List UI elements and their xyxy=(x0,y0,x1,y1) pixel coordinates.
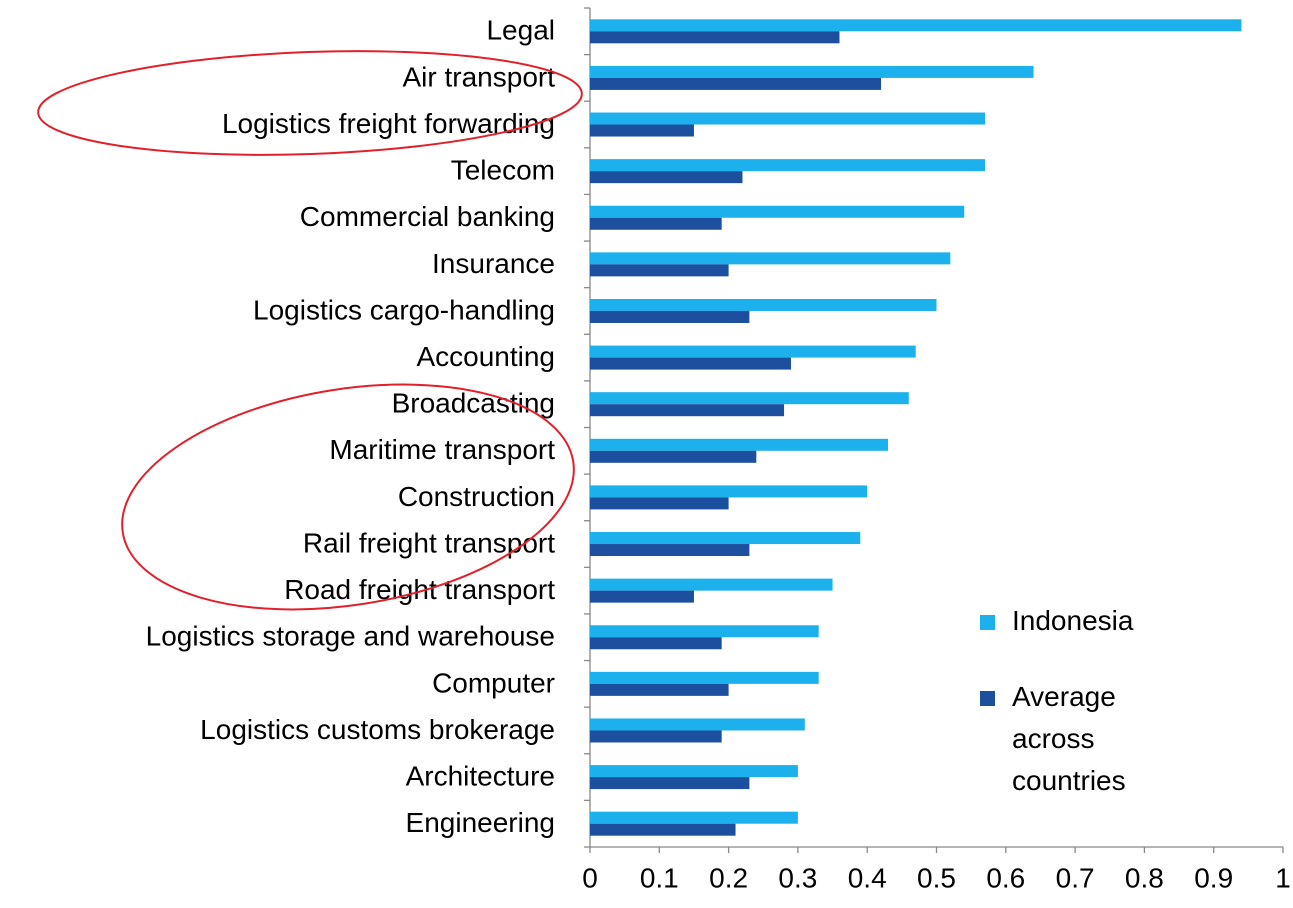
legend-label: Average across countries xyxy=(1012,681,1126,796)
y-tick-label: Logistics storage and warehouse xyxy=(146,621,555,652)
bar xyxy=(590,252,951,265)
bar xyxy=(590,450,757,463)
y-tick-label: Rail freight transport xyxy=(303,527,555,558)
x-tick-label: 0.3 xyxy=(778,862,817,893)
bar xyxy=(590,205,965,218)
bar xyxy=(590,683,729,696)
legend: Indonesia Average across countries xyxy=(978,600,1288,836)
bar xyxy=(590,404,785,417)
bar xyxy=(590,217,722,230)
bar xyxy=(590,124,694,137)
y-tick-label: Road freight transport xyxy=(284,574,555,605)
y-tick-label: Commercial banking xyxy=(300,201,555,232)
bar xyxy=(590,310,750,323)
x-tick-label: 0.1 xyxy=(640,862,679,893)
y-tick-label: Logistics freight forwarding xyxy=(222,108,555,139)
bar xyxy=(590,392,909,405)
legend-swatch xyxy=(980,691,995,706)
legend-item: Average across countries xyxy=(978,676,1288,802)
bar xyxy=(590,823,736,836)
legend-label: Indonesia xyxy=(1012,605,1134,636)
bar xyxy=(590,777,750,790)
x-tick-label: 0.8 xyxy=(1125,862,1164,893)
bar xyxy=(590,578,833,591)
y-tick-label: Accounting xyxy=(416,341,555,372)
y-tick-label: Engineering xyxy=(406,807,555,838)
bar xyxy=(590,159,986,172)
bar xyxy=(590,637,722,650)
y-tick-label: Logistics customs brokerage xyxy=(200,714,555,745)
y-tick-label: Construction xyxy=(398,481,555,512)
bar xyxy=(590,532,861,545)
legend-swatch xyxy=(980,615,995,630)
x-tick-label: 1 xyxy=(1275,862,1291,893)
bar xyxy=(590,730,722,743)
y-tick-label: Legal xyxy=(486,15,555,46)
bar xyxy=(590,671,819,684)
y-tick-label: Insurance xyxy=(432,248,555,279)
y-tick-label: Computer xyxy=(432,667,555,698)
bar xyxy=(590,298,937,311)
highlight-ellipse xyxy=(121,383,575,611)
bar xyxy=(590,357,791,370)
bar xyxy=(590,438,888,451)
bar xyxy=(590,765,798,778)
bar xyxy=(590,65,1034,78)
legend-item: Indonesia xyxy=(978,600,1288,642)
x-tick-label: 0.4 xyxy=(848,862,887,893)
bar xyxy=(590,345,916,358)
bar xyxy=(590,497,729,510)
y-tick-label: Maritime transport xyxy=(329,434,555,465)
x-tick-label: 0.6 xyxy=(986,862,1025,893)
bar xyxy=(590,590,694,603)
bar xyxy=(590,625,819,638)
bar xyxy=(590,31,840,44)
x-tick-label: 0.5 xyxy=(917,862,956,893)
x-tick-label: 0 xyxy=(582,862,598,893)
bar xyxy=(590,811,798,824)
y-tick-label: Broadcasting xyxy=(392,388,555,419)
bar xyxy=(590,485,868,498)
bar xyxy=(590,264,729,277)
y-tick-label: Architecture xyxy=(406,760,555,791)
highlight-ellipse xyxy=(37,50,583,156)
bar xyxy=(590,77,882,90)
bar xyxy=(590,19,1242,32)
y-tick-label: Logistics cargo-handling xyxy=(253,294,555,325)
bar xyxy=(590,544,750,557)
y-tick-label: Telecom xyxy=(451,155,555,186)
bar xyxy=(590,112,986,125)
x-tick-label: 0.2 xyxy=(709,862,748,893)
x-tick-label: 0.7 xyxy=(1056,862,1095,893)
bar xyxy=(590,171,743,184)
bar xyxy=(590,718,805,731)
x-tick-label: 0.9 xyxy=(1194,862,1233,893)
